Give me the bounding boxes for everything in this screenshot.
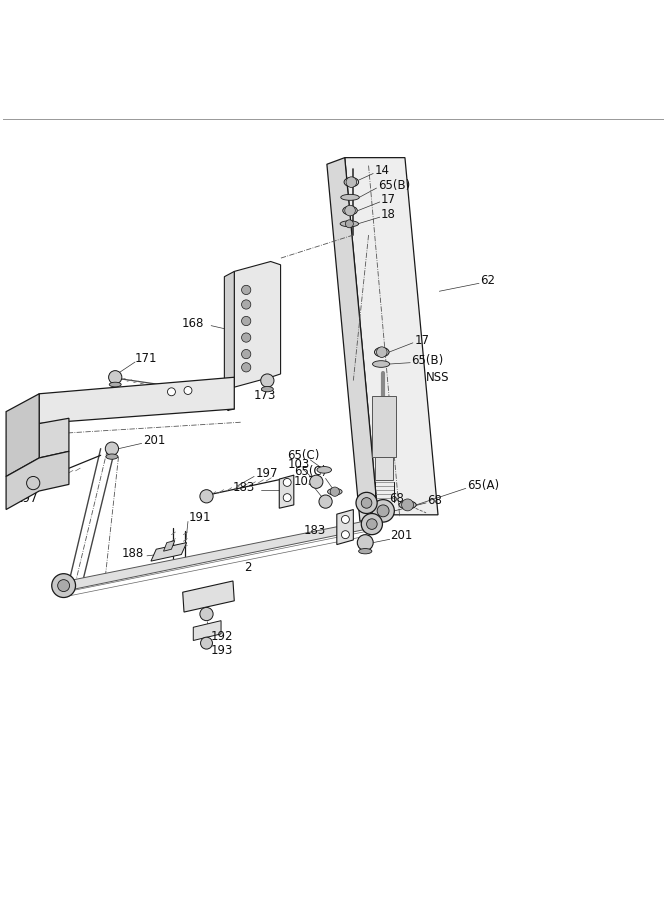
Ellipse shape: [399, 501, 416, 508]
Text: 65(C): 65(C): [293, 465, 326, 478]
Ellipse shape: [341, 194, 360, 201]
Circle shape: [109, 371, 122, 384]
Circle shape: [362, 514, 382, 535]
Ellipse shape: [317, 466, 331, 473]
Ellipse shape: [344, 177, 359, 186]
Circle shape: [184, 386, 192, 394]
Circle shape: [200, 490, 213, 503]
Circle shape: [241, 285, 251, 294]
Text: 14: 14: [374, 165, 390, 177]
Text: 171: 171: [135, 352, 157, 365]
Text: 17: 17: [381, 193, 396, 206]
Ellipse shape: [343, 206, 358, 215]
Polygon shape: [224, 272, 234, 392]
Text: 191: 191: [189, 511, 211, 524]
Polygon shape: [374, 456, 393, 480]
Text: 65(B): 65(B): [412, 354, 444, 366]
Polygon shape: [234, 262, 281, 387]
Ellipse shape: [374, 347, 389, 356]
Ellipse shape: [261, 386, 273, 391]
Circle shape: [330, 487, 340, 496]
Text: 18: 18: [381, 208, 396, 221]
Ellipse shape: [109, 382, 121, 387]
Circle shape: [362, 498, 372, 508]
Circle shape: [201, 637, 213, 649]
Polygon shape: [372, 396, 396, 456]
Circle shape: [342, 531, 350, 538]
Text: 103: 103: [287, 458, 309, 471]
Text: 103: 103: [293, 475, 316, 488]
Text: 173: 173: [254, 390, 277, 402]
Circle shape: [52, 573, 75, 598]
Text: 197: 197: [255, 467, 278, 480]
Circle shape: [376, 346, 387, 357]
Polygon shape: [151, 543, 187, 561]
Text: 192: 192: [211, 630, 233, 643]
Circle shape: [105, 442, 119, 455]
Text: 183: 183: [233, 482, 255, 494]
Text: 17: 17: [414, 334, 429, 346]
Polygon shape: [163, 541, 175, 551]
Circle shape: [283, 479, 291, 486]
Polygon shape: [39, 377, 234, 424]
Circle shape: [377, 505, 389, 517]
Circle shape: [402, 499, 414, 511]
Circle shape: [241, 363, 251, 372]
Circle shape: [283, 494, 291, 501]
Circle shape: [367, 518, 377, 529]
Circle shape: [346, 176, 357, 187]
Text: 65(B): 65(B): [378, 179, 410, 192]
Ellipse shape: [106, 454, 118, 459]
Polygon shape: [39, 418, 69, 458]
Polygon shape: [6, 394, 39, 476]
Circle shape: [241, 317, 251, 326]
Text: 168: 168: [181, 317, 203, 329]
Circle shape: [261, 374, 274, 387]
Ellipse shape: [340, 220, 359, 227]
Ellipse shape: [373, 361, 390, 367]
Text: 68: 68: [428, 494, 442, 507]
Circle shape: [27, 476, 40, 490]
Polygon shape: [327, 158, 378, 521]
Circle shape: [57, 580, 69, 591]
Ellipse shape: [327, 489, 342, 495]
Text: NSS: NSS: [426, 371, 450, 383]
Circle shape: [200, 608, 213, 621]
Text: 183: 183: [303, 524, 326, 537]
Circle shape: [241, 333, 251, 342]
Text: 201: 201: [390, 529, 413, 543]
Text: FRAME: FRAME: [62, 410, 100, 420]
Polygon shape: [6, 451, 69, 509]
Circle shape: [167, 388, 175, 396]
Circle shape: [342, 516, 350, 524]
Polygon shape: [67, 520, 372, 590]
Text: 201: 201: [143, 434, 165, 447]
Circle shape: [358, 535, 374, 551]
Polygon shape: [183, 581, 234, 612]
Polygon shape: [337, 509, 354, 544]
Text: 197: 197: [16, 492, 39, 506]
Polygon shape: [193, 621, 221, 641]
Circle shape: [241, 349, 251, 359]
Circle shape: [309, 475, 323, 489]
Circle shape: [241, 300, 251, 309]
Circle shape: [345, 205, 356, 216]
Text: 2: 2: [244, 562, 251, 574]
Circle shape: [372, 500, 394, 522]
Text: 193: 193: [211, 644, 233, 657]
Polygon shape: [279, 475, 293, 508]
Text: 62: 62: [480, 274, 496, 287]
Text: 65(A): 65(A): [467, 479, 499, 492]
Ellipse shape: [359, 549, 372, 554]
Text: 68: 68: [389, 492, 404, 506]
Circle shape: [319, 495, 332, 508]
Circle shape: [346, 220, 354, 228]
Text: 65(C): 65(C): [287, 449, 319, 462]
Polygon shape: [345, 158, 438, 515]
Text: 188: 188: [122, 546, 144, 560]
Circle shape: [356, 492, 377, 514]
